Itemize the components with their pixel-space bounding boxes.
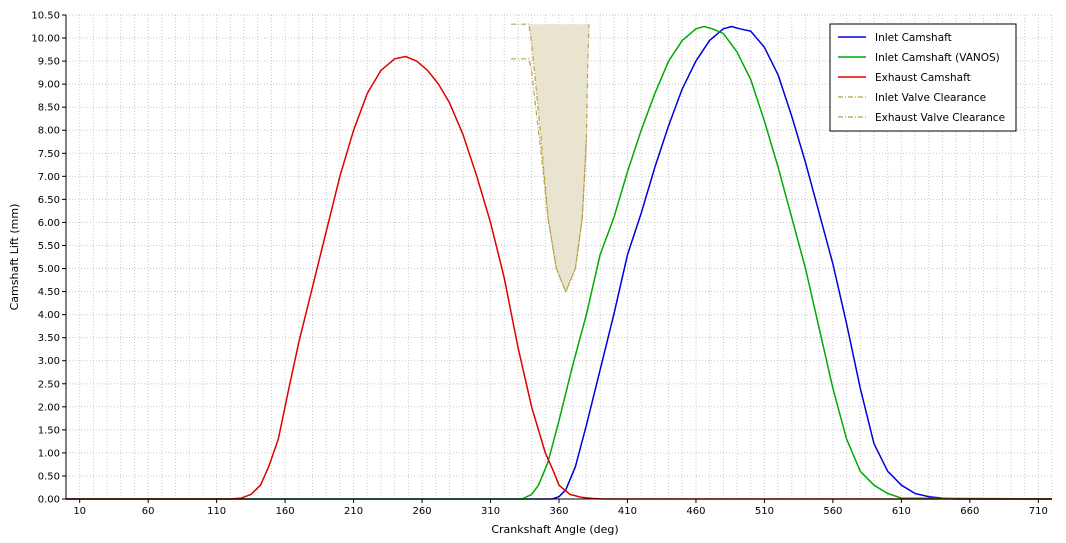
y-axis-title: Camshaft Lift (mm) — [8, 204, 21, 311]
series-line-inlet-camshaft — [66, 25, 1052, 500]
y-tick-label: 9.50 — [38, 57, 60, 68]
y-tick-label: 7.00 — [38, 172, 60, 183]
y-tick-label: 0.00 — [38, 495, 60, 506]
clearance-shaded-region — [528, 24, 590, 292]
y-tick-label: 8.00 — [38, 126, 60, 137]
y-tick-label: 4.50 — [38, 287, 60, 298]
y-tick-label: 10.00 — [31, 34, 60, 45]
series-line-exhaust-camshaft — [66, 55, 1052, 500]
y-tick-label: 2.00 — [38, 402, 60, 413]
x-tick-label: 660 — [960, 506, 979, 517]
legend-label: Exhaust Valve Clearance — [875, 112, 1005, 124]
x-tick-label: 610 — [892, 506, 911, 517]
x-tick-label: 260 — [413, 506, 432, 517]
y-tick-label: 5.50 — [38, 241, 60, 252]
series-line-inlet-valve-clearance — [511, 23, 587, 293]
x-tick-label: 410 — [618, 506, 637, 517]
clearance-area — [528, 24, 590, 292]
y-tick-label: 8.50 — [38, 103, 60, 114]
y-tick-label: 0.50 — [38, 471, 60, 482]
y-tick-label: 1.00 — [38, 448, 60, 459]
legend-label: Inlet Valve Clearance — [875, 92, 986, 104]
y-tick-label: 5.00 — [38, 264, 60, 275]
x-tick-label: 360 — [549, 506, 568, 517]
x-tick-label: 60 — [142, 506, 155, 517]
data-series — [66, 23, 1053, 500]
y-tick-label: 2.50 — [38, 379, 60, 390]
x-tick-label: 710 — [1029, 506, 1048, 517]
y-tick-label: 3.00 — [38, 356, 60, 367]
y-tick-label: 4.00 — [38, 310, 60, 321]
y-tick-label: 10.50 — [31, 11, 60, 22]
legend-label: Inlet Camshaft (VANOS) — [875, 52, 1000, 64]
y-tick-label: 6.50 — [38, 195, 60, 206]
y-tick-label: 6.00 — [38, 218, 60, 229]
x-tick-label: 10 — [73, 506, 86, 517]
x-axis-ticks: 10 60 110 160 210 260 310 360 410 460 510 560 610 660… — [73, 499, 1048, 517]
y-tick-label: 3.50 — [38, 333, 60, 344]
x-tick-label: 310 — [481, 506, 500, 517]
y-tick-label: 9.00 — [38, 80, 60, 91]
x-tick-label: 510 — [755, 506, 774, 517]
x-tick-label: 460 — [686, 506, 705, 517]
legend-label: Inlet Camshaft — [875, 32, 952, 44]
x-tick-label: 210 — [344, 506, 363, 517]
y-tick-label: 7.50 — [38, 149, 60, 160]
legend: Inlet Camshaft Inlet Camshaft (VANOS) Exha… — [829, 23, 1017, 132]
x-axis-title: Crankshaft Angle (deg) — [491, 523, 618, 536]
x-tick-label: 560 — [823, 506, 842, 517]
series-line-inlet-camshaft-vanos — [66, 25, 1053, 500]
y-axis-ticks: 0.00 0.50 1.00 1.50 2.00 2.50 3.00 3.50 4.00 4.50… — [31, 11, 66, 506]
x-tick-label: 110 — [207, 506, 226, 517]
legend-label: Exhaust Camshaft — [875, 72, 971, 84]
y-tick-label: 1.50 — [38, 425, 60, 436]
x-tick-label: 160 — [276, 506, 295, 517]
